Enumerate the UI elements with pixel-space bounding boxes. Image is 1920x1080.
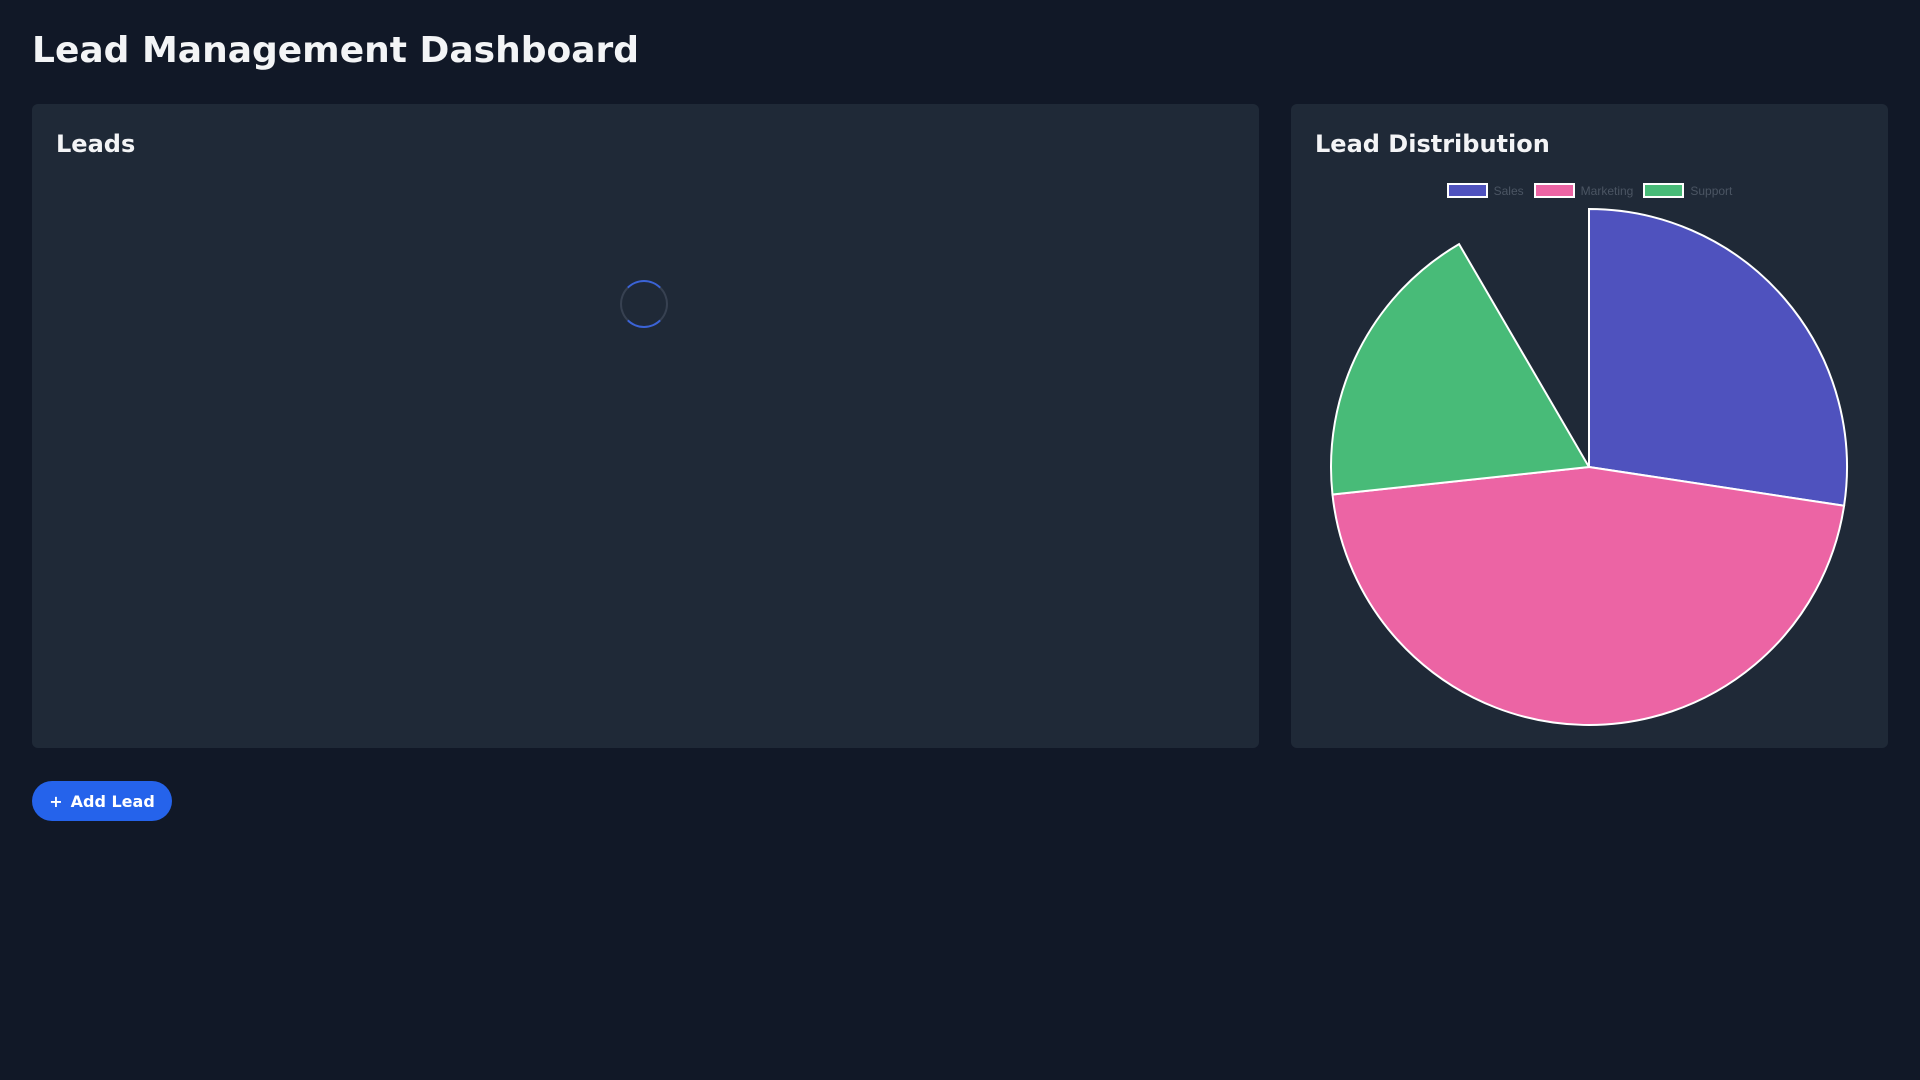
loading-spinner-icon [620, 280, 668, 328]
lead-distribution-panel: Lead Distribution Sales Marketing Suppor… [1291, 104, 1888, 748]
legend-swatch-support [1643, 183, 1685, 198]
pie-chart [1330, 207, 1848, 726]
legend-item-marketing[interactable]: Marketing [1533, 183, 1634, 198]
legend-swatch-marketing [1533, 183, 1575, 198]
leads-panel: Leads [32, 104, 1259, 748]
legend-label: Sales [1493, 183, 1524, 198]
pie-slice-support[interactable] [1330, 242, 1591, 496]
leads-panel-title: Leads [56, 130, 136, 158]
chart-legend: Sales Marketing Support [1291, 183, 1888, 198]
distribution-panel-title: Lead Distribution [1315, 130, 1550, 158]
legend-label: Marketing [1580, 183, 1634, 198]
add-lead-label: Add Lead [70, 791, 155, 811]
add-lead-button[interactable]: + Add Lead [32, 781, 172, 821]
legend-label: Support [1690, 183, 1733, 198]
page-title: Lead Management Dashboard [32, 30, 640, 71]
legend-swatch-sales [1446, 183, 1488, 198]
plus-icon: + [49, 791, 63, 811]
pie-slice-sales[interactable] [1588, 207, 1848, 507]
legend-item-support[interactable]: Support [1643, 183, 1732, 198]
pie-slice-marketing[interactable] [1331, 465, 1846, 726]
legend-item-sales[interactable]: Sales [1446, 183, 1524, 198]
